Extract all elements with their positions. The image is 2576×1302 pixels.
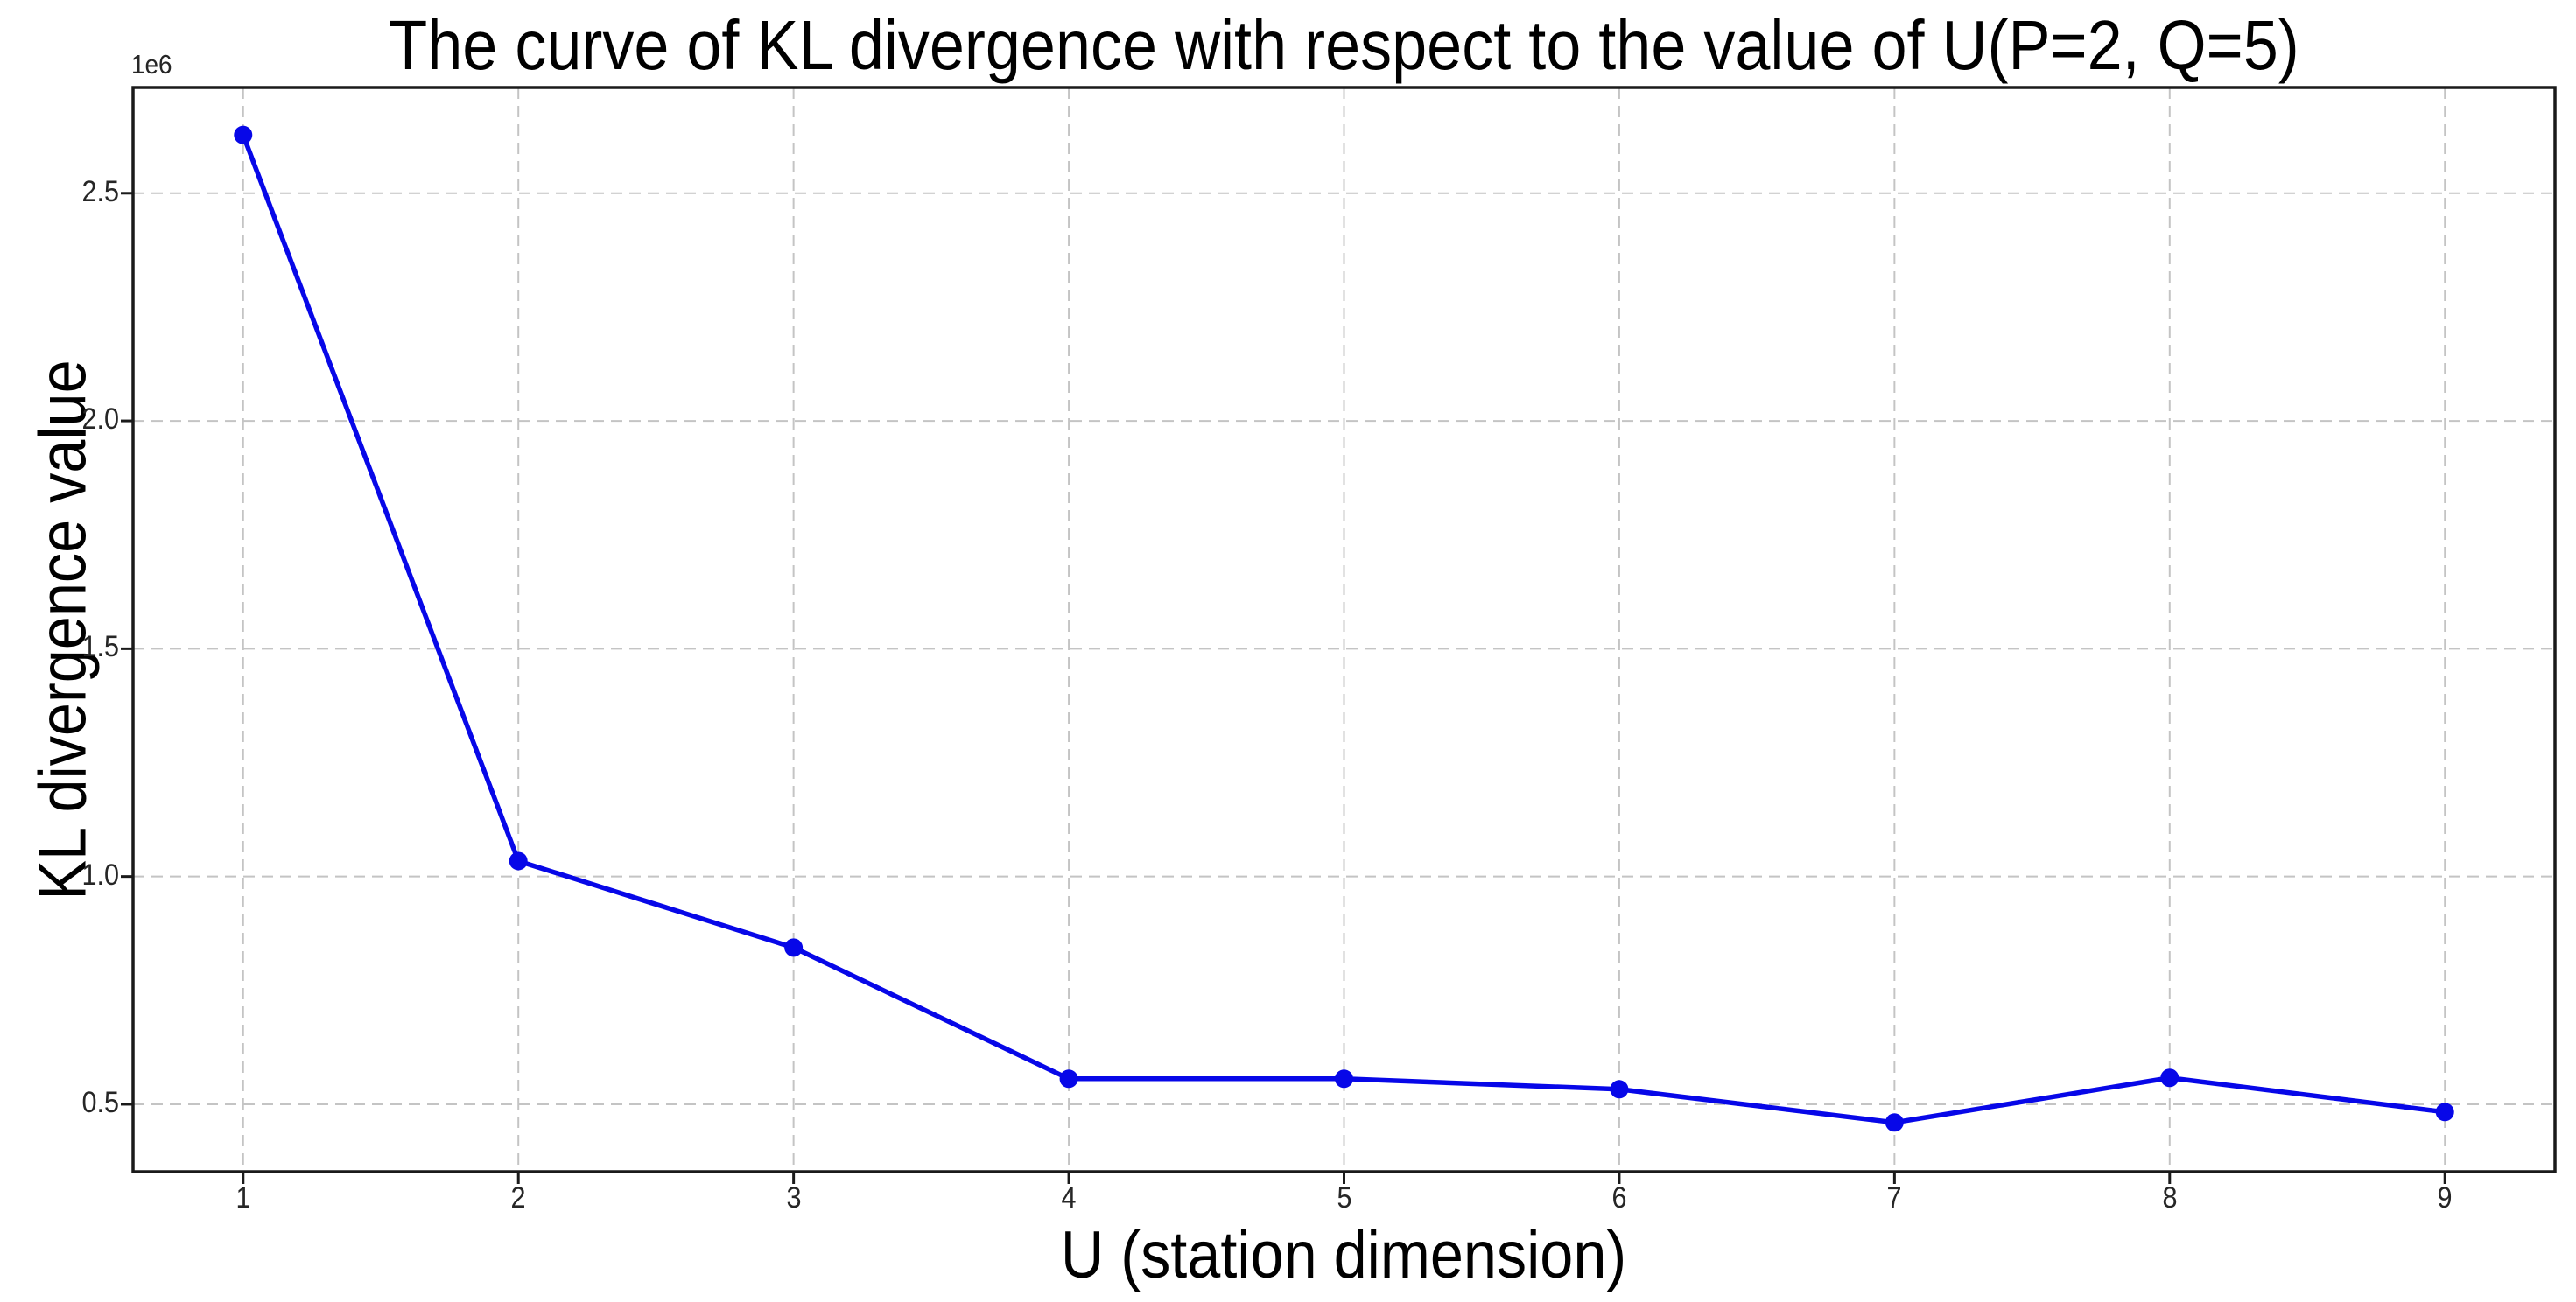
data-point-u4 [1059,1069,1078,1088]
x-tick-label-9: 9 [2437,1181,2453,1214]
data-point-u6 [1610,1080,1629,1099]
data-point-u9 [2435,1102,2454,1122]
data-point-u2 [509,851,528,871]
data-point-u8 [2160,1068,2179,1088]
chart-title-row: The curve of KL divergence with respect … [133,5,2555,86]
y-tick-label-2.0: 2.0 [81,402,119,437]
y-axis-offset-label: 1e6 [131,49,172,80]
y-tick-label-1.5: 1.5 [81,630,119,664]
x-tick-label-6: 6 [1611,1181,1627,1214]
y-tick-label-0.5: 0.5 [81,1085,119,1119]
x-tick-label-3: 3 [786,1181,802,1214]
y-tick-label-2.5: 2.5 [81,174,119,208]
x-tick-label-7: 7 [1886,1181,1902,1214]
x-tick-label-8: 8 [2162,1181,2178,1214]
data-point-u1 [234,125,253,144]
x-tick-label-2: 2 [510,1181,526,1214]
x-tick-label-5: 5 [1336,1181,1352,1214]
data-point-u7 [1885,1113,1904,1132]
x-tick-label-4: 4 [1061,1181,1077,1214]
chart-title: The curve of KL divergence with respect … [389,6,2299,84]
y-tick-label-1.0: 1.0 [81,858,119,892]
x-tick-label-1: 1 [235,1181,251,1214]
x-axis-label-row: U (station dimension) [133,1213,2555,1297]
data-point-u3 [784,938,804,957]
data-point-u5 [1335,1069,1353,1088]
x-axis-label: U (station dimension) [1061,1217,1627,1292]
